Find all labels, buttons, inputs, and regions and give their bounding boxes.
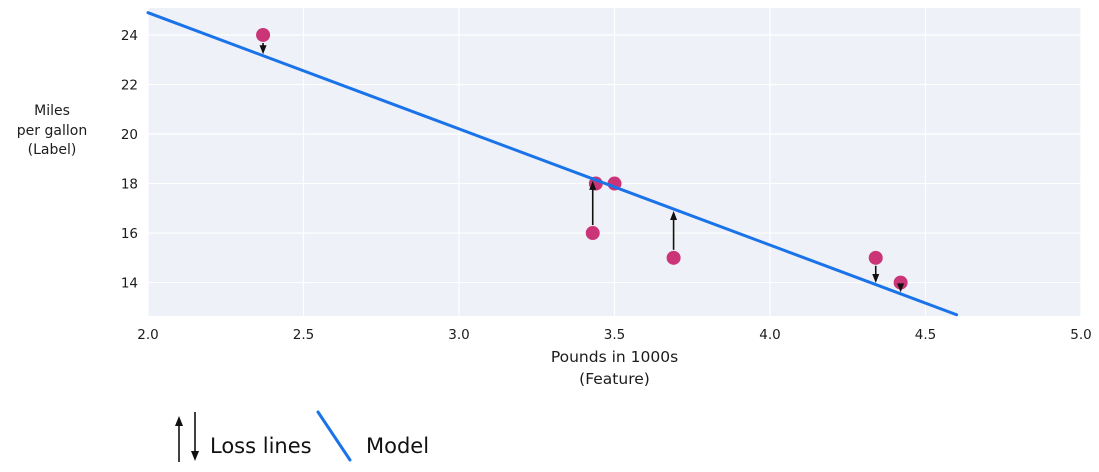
y-axis-label-line2: per gallon xyxy=(16,122,88,139)
data-point xyxy=(868,250,883,265)
y-tick-label: 14 xyxy=(121,275,138,291)
x-tick-label: 3.0 xyxy=(448,327,469,343)
data-point xyxy=(666,250,681,265)
model-legend-icon xyxy=(316,410,352,462)
y-axis-label-line1: Miles xyxy=(34,103,70,119)
x-tick-label: 2.0 xyxy=(137,327,158,343)
x-tick-label: 2.5 xyxy=(293,327,314,343)
model-line-symbol xyxy=(316,410,352,462)
x-axis-label: Pounds in 1000s (Feature) xyxy=(464,346,765,390)
x-tick-label: 4.5 xyxy=(915,327,936,343)
model-line xyxy=(146,11,959,317)
x-tick-label: 4.0 xyxy=(759,327,780,343)
x-axis-label-line2: (Feature) xyxy=(579,370,650,388)
x-axis-label-line1: Pounds in 1000s xyxy=(550,348,679,366)
legend-label-loss-lines: Loss lines xyxy=(210,434,312,458)
x-tick-label: 3.5 xyxy=(604,327,625,343)
y-axis-label: Miles per gallon (Label) xyxy=(0,102,104,161)
loss-lines-legend-icon xyxy=(175,412,199,462)
y-axis-label-line3: (Label) xyxy=(27,142,77,158)
legend-label-model: Model xyxy=(366,434,430,458)
legend-up-arrow-icon xyxy=(175,416,183,462)
loss-arrow xyxy=(897,283,905,293)
y-tick-label: 24 xyxy=(121,28,138,44)
data-point xyxy=(893,275,908,290)
data-point xyxy=(256,27,271,42)
data-point xyxy=(585,226,600,241)
y-tick-label: 22 xyxy=(121,77,138,93)
y-tick-label: 18 xyxy=(121,176,138,192)
legend-down-arrow-icon xyxy=(191,412,199,461)
x-tick-label: 5.0 xyxy=(1070,327,1091,343)
loss-arrow xyxy=(872,265,880,284)
y-tick-label: 16 xyxy=(121,226,138,242)
y-tick-label: 20 xyxy=(121,127,138,143)
loss-arrow xyxy=(670,211,678,250)
loss-arrow xyxy=(259,42,267,55)
loss-arrow xyxy=(589,180,597,226)
